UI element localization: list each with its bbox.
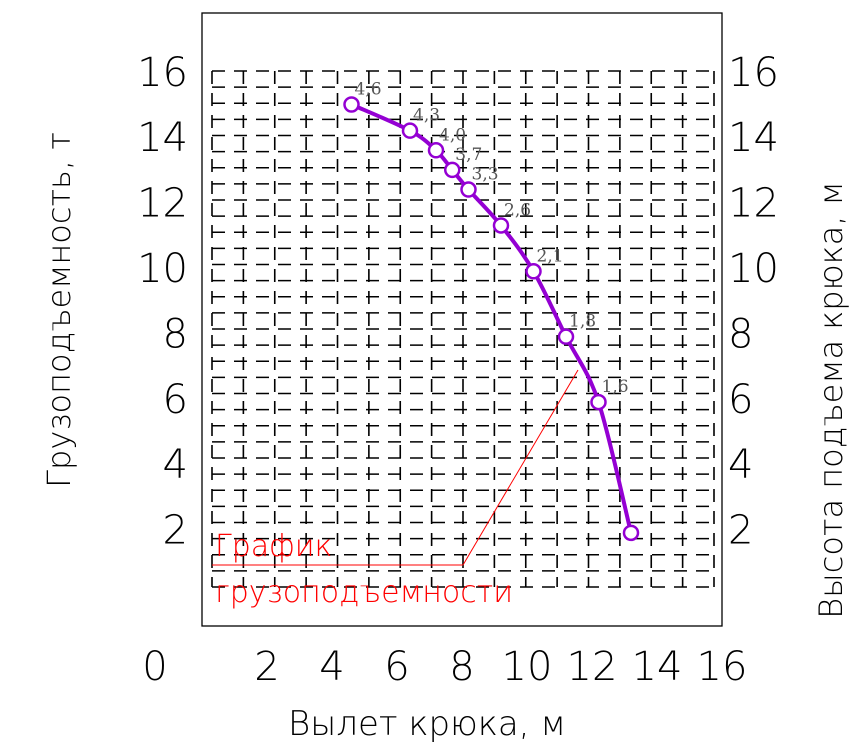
data-point-marker — [427, 142, 445, 159]
data-point-label: 2,6 — [504, 200, 531, 220]
x-tick-labels: 0 2 4 6 8 10 12 14 16 — [142, 644, 747, 690]
data-point-marker — [492, 217, 510, 234]
x-tick-label: 12 — [567, 644, 618, 690]
data-point-label: 1,8 — [569, 312, 596, 332]
x-tick-label: 8 — [449, 644, 474, 690]
y-tick-label-right: 6 — [728, 377, 753, 423]
series-line — [350, 102, 633, 534]
x-tick-label: 2 — [254, 644, 279, 690]
x-tick-label: 0 — [142, 644, 167, 690]
y-tick-label-left: 8 — [163, 311, 188, 357]
y-tick-label-left: 12 — [137, 181, 188, 227]
y-tick-label-left: 6 — [163, 377, 188, 423]
plot-frame — [201, 12, 723, 627]
x-tick-label: 4 — [319, 644, 344, 690]
y-tick-label-left: 2 — [163, 508, 188, 554]
grid — [211, 70, 715, 588]
data-point-label: 4,3 — [413, 106, 440, 126]
y-tick-label-right: 2 — [728, 508, 753, 554]
data-point-marker — [590, 393, 607, 411]
x-tick-label: 16 — [697, 644, 748, 690]
data-point-label: 2,1 — [537, 246, 564, 266]
y-tick-label-left: 14 — [137, 115, 188, 161]
x-axis-title: Вылет крюка, м — [288, 704, 566, 744]
x-tick-label: 10 — [502, 644, 553, 690]
data-point-label: 1,6 — [602, 377, 629, 397]
y-tick-label-right: 12 — [728, 181, 779, 227]
data-point-label: 4,6 — [355, 80, 382, 100]
x-tick-label: 6 — [384, 644, 409, 690]
data-point-marker — [460, 181, 477, 198]
y-tick-label-right: 14 — [728, 115, 779, 161]
annotation-leader-diagonal — [462, 369, 579, 566]
y-tick-label-right: 10 — [728, 246, 779, 292]
x-tick-label: 14 — [632, 644, 683, 690]
data-point-label: 3,3 — [472, 165, 499, 185]
y-tick-label-left: 4 — [163, 442, 188, 488]
data-point-marker — [444, 161, 461, 179]
y-tick-labels-right: 2 4 6 8 10 12 14 16 — [728, 50, 779, 554]
y-tick-label-left: 16 — [137, 50, 188, 96]
series-load-curve: 4,6 4,34,03,73,32,6 2,1 1,8 1,6 — [343, 80, 640, 542]
y-tick-label-right: 16 — [728, 50, 779, 96]
y-axis-title-right: Высота подъема крюка, м — [812, 181, 850, 618]
y-tick-label-right: 4 — [728, 442, 753, 488]
data-point-marker — [557, 328, 575, 345]
y-axis-title-left: Грузоподъемность, т — [40, 132, 78, 488]
annotation-line-1: График — [215, 529, 332, 564]
y-tick-label-right: 8 — [728, 311, 753, 357]
y-tick-labels-left: 2 4 6 8 10 12 14 16 — [137, 50, 188, 554]
data-point-marker — [401, 122, 419, 139]
annotation-line-2: грузоподъемности — [215, 575, 513, 610]
data-point-marker — [343, 96, 360, 113]
data-point-label: 3,7 — [455, 145, 482, 165]
data-point-marker — [525, 263, 542, 280]
data-point-label: 4,0 — [439, 125, 466, 145]
y-tick-label-left: 10 — [137, 246, 188, 292]
data-point-marker — [622, 524, 640, 542]
